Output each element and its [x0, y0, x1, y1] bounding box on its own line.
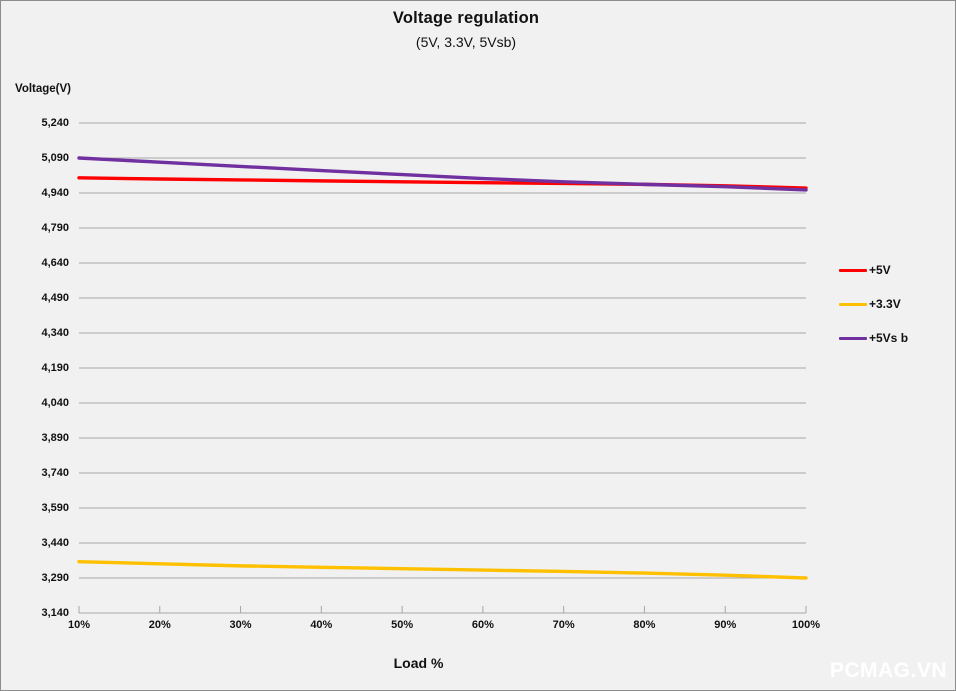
y-tick-label: 4,640 — [41, 257, 69, 269]
x-tick-label: 70% — [552, 619, 575, 631]
x-axis-title: Load % — [393, 655, 444, 671]
y-tick-label: 3,590 — [41, 502, 69, 514]
legend-label-5v: +5V — [869, 263, 891, 277]
y-tick-label: 4,340 — [41, 327, 69, 339]
y-tick-label: 3,440 — [41, 537, 69, 549]
legend-entry-5vsb: +5Vs b — [839, 321, 949, 355]
y-tick-label: 4,940 — [41, 187, 69, 199]
y-tick-label: 3,740 — [41, 467, 69, 479]
x-tick-label: 90% — [714, 619, 737, 631]
y-tick-label: 4,490 — [41, 292, 69, 304]
legend: +5V +3.3V +5Vs b — [839, 253, 949, 355]
y-tick-label: 5,240 — [41, 117, 69, 129]
y-tick-label: 3,890 — [41, 432, 69, 444]
x-tick-label: 60% — [471, 619, 494, 631]
legend-label-3v3: +3.3V — [869, 297, 901, 311]
y-tick-label: 5,090 — [41, 152, 69, 164]
y-tick-label: 3,290 — [41, 572, 69, 584]
legend-swatch-5v — [839, 268, 867, 272]
series-line-2 — [77, 156, 808, 192]
x-tick-label: 10% — [67, 619, 91, 631]
x-tick-label: 30% — [229, 619, 252, 631]
series-line-1 — [77, 559, 808, 580]
chart-subtitle: (5V, 3.3V, 5Vsb) — [415, 34, 517, 50]
x-tick-label: 40% — [310, 619, 333, 631]
x-tick-label: 20% — [148, 619, 171, 631]
legend-swatch-3v3 — [839, 302, 867, 306]
legend-label-5vsb: +5Vs b — [869, 331, 909, 345]
y-tick-label: 4,790 — [41, 222, 69, 234]
chart-title: Voltage regulation — [392, 9, 540, 27]
legend-entry-3v3: +3.3V — [839, 287, 949, 321]
y-axis-title: Voltage(V) — [15, 83, 72, 95]
x-tick-label: 100% — [791, 619, 821, 631]
y-tick-label: 4,040 — [41, 397, 69, 409]
legend-swatch-5vsb — [839, 336, 867, 340]
y-tick-label: 3,140 — [41, 607, 69, 619]
legend-entry-5v: +5V — [839, 253, 949, 287]
y-tick-label: 4,190 — [41, 362, 69, 374]
watermark-logo: PCMAG.VN — [829, 659, 947, 682]
x-tick-label: 80% — [633, 619, 656, 631]
x-tick-label: 50% — [391, 619, 414, 631]
